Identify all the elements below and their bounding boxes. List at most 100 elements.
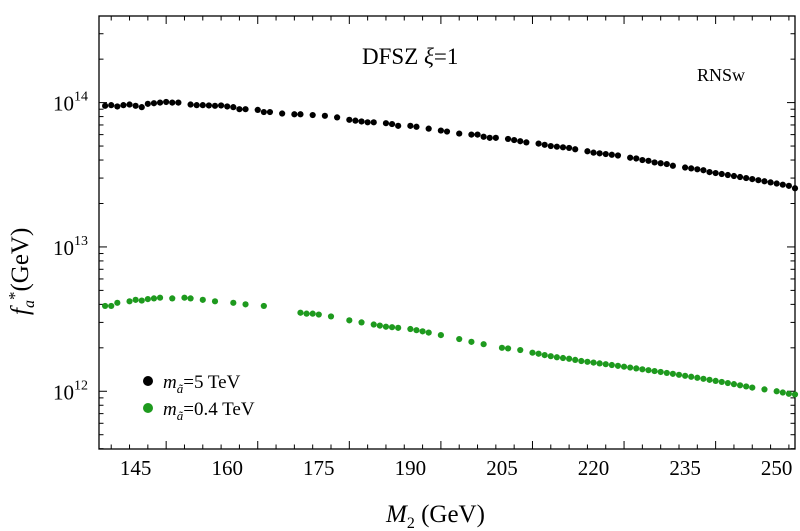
point-5tev [767,179,774,186]
point-5tev [730,172,738,180]
point-5tev [743,174,750,182]
point-5tev [443,128,451,135]
point-5tev [584,148,591,155]
point-0p4tev [150,295,158,302]
point-5tev [718,170,725,178]
point-5tev [242,106,249,113]
point-0p4tev [730,381,738,388]
point-0p4tev [187,295,194,302]
legend: mã=5 TeV mã=0.4 TeV [143,372,255,423]
point-5tev [639,156,646,164]
point-5tev [602,150,609,158]
point-5tev [688,165,695,172]
point-0p4tev [614,362,622,369]
y-tick-label: 1014 [53,90,88,116]
point-0p4tev [327,313,335,320]
point-5tev [144,100,151,107]
point-0p4tev [675,371,683,378]
point-5tev [150,100,158,107]
point-0p4tev [309,310,316,317]
point-0p4tev [785,390,792,397]
point-0p4tev [651,367,658,375]
point-5tev [358,118,365,125]
point-0p4tev [498,344,506,351]
point-0p4tev [559,354,567,362]
point-0p4tev [303,310,310,317]
point-5tev [700,167,707,174]
point-5tev [645,157,652,164]
point-0p4tev [736,382,744,389]
point-5tev [553,143,560,150]
legend-label-black: mã=5 TeV [163,372,241,396]
legend-marker-black [143,376,153,386]
x-tick-label: 175 [303,456,335,480]
point-5tev [663,160,670,168]
y-axis-title: fa*(GeV) [5,228,38,315]
point-0p4tev [456,335,463,343]
point-5tev [572,146,579,153]
point-5tev [126,101,133,108]
point-5tev [492,134,499,141]
point-5tev [437,127,444,134]
point-5tev [651,159,658,166]
legend-label-green: mã=0.4 TeV [163,399,255,423]
point-5tev [169,99,176,106]
point-5tev [547,142,554,150]
point-5tev [627,154,634,161]
point-5tev [749,176,756,183]
point-5tev [395,122,402,129]
point-0p4tev [395,324,402,331]
point-5tev [224,103,231,110]
point-5tev [193,102,200,109]
ticks-layer: 145 160 175 190 205 220 235 250 1012 1013 1014 [53,16,795,480]
point-5tev [388,120,396,128]
point-0p4tev [639,366,646,373]
point-5tev [785,182,792,189]
point-0p4tev [724,379,731,387]
point-0p4tev [743,383,750,390]
point-0p4tev [138,297,145,304]
point-5tev [114,103,121,110]
point-0p4tev [102,302,109,310]
point-0p4tev [108,302,115,310]
point-5tev [596,150,603,157]
point-0p4tev [126,298,133,305]
point-5tev [590,149,597,156]
point-5tev [523,139,530,146]
point-5tev [260,108,267,116]
point-5tev [382,120,390,127]
point-0p4tev [504,345,512,352]
point-0p4tev [718,378,725,386]
point-0p4tev [706,376,713,383]
point-0p4tev [584,358,591,365]
point-5tev [474,131,481,138]
x-tick-label: 145 [120,456,152,480]
legend-marker-green [143,403,153,413]
point-5tev [773,180,780,187]
point-5tev [657,160,664,167]
point-5tev [102,102,109,109]
point-5tev [694,166,701,173]
point-5tev [425,125,432,132]
x-tick-label: 190 [395,456,427,480]
point-5tev [236,106,243,113]
corner-label: RNSw [697,65,745,85]
point-5tev [297,111,304,118]
point-0p4tev [388,324,396,331]
point-0p4tev [749,384,756,391]
point-0p4tev [541,352,548,359]
point-5tev [199,102,206,109]
point-0p4tev [669,370,676,377]
point-5tev [120,102,127,109]
point-0p4tev [425,329,432,336]
point-0p4tev [382,323,390,330]
chart-title: DFSZ ξ=1 [362,44,458,69]
point-5tev [279,110,286,117]
y-tick-label: 1012 [53,378,88,404]
point-5tev [504,135,512,143]
point-0p4tev [242,301,249,308]
x-tick-label: 250 [761,456,793,480]
point-5tev [218,102,225,109]
x-tick-label: 220 [578,456,610,480]
point-5tev [779,181,786,188]
